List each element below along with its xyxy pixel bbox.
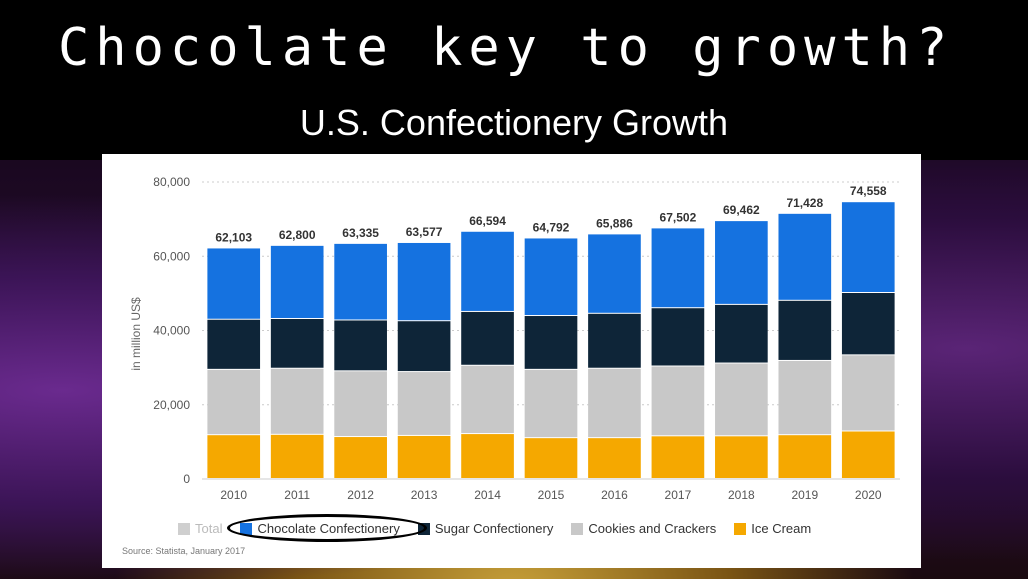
- bar-segment-cookies-and-crackers[interactable]: [524, 369, 578, 438]
- x-tick-label: 2015: [538, 488, 565, 502]
- bar-segment-cookies-and-crackers[interactable]: [778, 360, 832, 435]
- legend-label-sugar: Sugar Confectionery: [434, 521, 554, 536]
- y-tick-label: 40,000: [153, 324, 190, 338]
- bar-segment-cookies-and-crackers[interactable]: [270, 368, 324, 434]
- bar-total-label: 65,886: [596, 216, 633, 230]
- legend-label-total: Total: [195, 521, 223, 536]
- bar-segment-chocolate-confectionery[interactable]: [588, 234, 641, 313]
- bar-segment-chocolate-confectionery[interactable]: [461, 231, 514, 311]
- stacked-bar-chart: 0 20,000 40,000 60,000 80,000 62,103 2010 62,80…: [129, 175, 900, 502]
- bar-total-label: 66,594: [469, 214, 506, 228]
- legend-item-sugar[interactable]: Sugar Confectionery: [417, 521, 554, 536]
- x-tick-label: 2014: [474, 488, 501, 502]
- bar-total-label: 67,502: [660, 210, 697, 224]
- bar-segment-ice-cream[interactable]: [841, 431, 895, 478]
- x-tick-label: 2013: [411, 488, 438, 502]
- bar-segment-chocolate-confectionery[interactable]: [778, 213, 832, 300]
- x-tick-label: 2016: [601, 488, 628, 502]
- bar-segment-cookies-and-crackers[interactable]: [397, 372, 451, 435]
- bar-segment-ice-cream[interactable]: [651, 436, 705, 478]
- x-tick-label: 2019: [791, 488, 818, 502]
- bar-total-label: 62,800: [279, 228, 316, 242]
- y-tick-label: 60,000: [153, 249, 190, 263]
- bar-segment-ice-cream[interactable]: [778, 435, 832, 478]
- bar-segment-sugar-confectionery[interactable]: [588, 313, 641, 368]
- y-tick-label: 80,000: [153, 175, 190, 189]
- bar-segment-sugar-confectionery[interactable]: [397, 321, 451, 372]
- bar-segment-cookies-and-crackers[interactable]: [334, 371, 387, 437]
- bar-segment-cookies-and-crackers[interactable]: [715, 363, 768, 436]
- bar-segment-ice-cream[interactable]: [715, 436, 768, 478]
- legend-swatch-total: [178, 522, 190, 535]
- chart-source: Source: Statista, January 2017: [122, 546, 246, 556]
- legend-item-ice-cream[interactable]: Ice Cream: [734, 521, 811, 536]
- y-tick-label: 0: [183, 472, 190, 486]
- bar-segment-chocolate-confectionery[interactable]: [651, 228, 705, 308]
- bar-segment-cookies-and-crackers[interactable]: [588, 368, 641, 438]
- bar-total-label: 71,428: [786, 196, 823, 210]
- bar-segment-sugar-confectionery[interactable]: [207, 319, 261, 369]
- bar-segment-sugar-confectionery[interactable]: [334, 320, 387, 371]
- bar-segment-ice-cream[interactable]: [524, 438, 578, 478]
- bar-segment-ice-cream[interactable]: [397, 435, 451, 478]
- bar-segment-chocolate-confectionery[interactable]: [715, 221, 768, 304]
- bar-segment-cookies-and-crackers[interactable]: [461, 365, 514, 434]
- legend-swatch-cookies: [571, 522, 584, 535]
- legend-label-cookies: Cookies and Crackers: [588, 521, 717, 536]
- bar-segment-chocolate-confectionery[interactable]: [270, 245, 324, 318]
- bar-segment-ice-cream[interactable]: [334, 437, 387, 478]
- slide-subtitle: U.S. Confectionery Growth: [299, 102, 729, 143]
- x-tick-label: 2017: [665, 488, 692, 502]
- bar-total-label: 64,792: [533, 220, 570, 234]
- x-tick-label: 2018: [728, 488, 755, 502]
- bar-total-label: 74,558: [850, 184, 887, 198]
- bar-segment-sugar-confectionery[interactable]: [270, 318, 324, 368]
- x-tick-label: 2020: [855, 488, 882, 502]
- highlight-oval-annotation: [227, 514, 427, 542]
- bar-segment-chocolate-confectionery[interactable]: [841, 202, 895, 293]
- bar-total-label: 63,335: [342, 226, 379, 240]
- bar-segment-cookies-and-crackers[interactable]: [651, 366, 705, 436]
- y-tick-label: 20,000: [153, 398, 190, 412]
- x-tick-label: 2010: [220, 488, 247, 502]
- bar-segment-ice-cream[interactable]: [588, 438, 641, 478]
- bar-segment-ice-cream[interactable]: [461, 434, 514, 478]
- bar-segment-sugar-confectionery[interactable]: [461, 311, 514, 365]
- bar-segment-chocolate-confectionery[interactable]: [207, 248, 261, 319]
- x-tick-label: 2012: [347, 488, 374, 502]
- bar-segment-chocolate-confectionery[interactable]: [334, 243, 387, 320]
- bar-segment-sugar-confectionery[interactable]: [841, 293, 895, 355]
- bar-segment-sugar-confectionery[interactable]: [778, 300, 832, 360]
- bar-segment-cookies-and-crackers[interactable]: [841, 355, 895, 431]
- legend-item-total[interactable]: Total: [178, 521, 222, 536]
- bar-segment-sugar-confectionery[interactable]: [524, 316, 578, 369]
- bar-segment-ice-cream[interactable]: [270, 434, 324, 478]
- legend-item-cookies[interactable]: Cookies and Crackers: [571, 521, 716, 536]
- legend-label-ice-cream: Ice Cream: [751, 521, 812, 536]
- slide-title: Chocolate key to growth?: [58, 18, 954, 78]
- bar-segment-sugar-confectionery[interactable]: [651, 308, 705, 366]
- y-axis-label: in million US$: [129, 297, 143, 371]
- legend-swatch-ice-cream: [734, 522, 747, 535]
- bar-segment-chocolate-confectionery[interactable]: [397, 242, 451, 321]
- bar-segment-chocolate-confectionery[interactable]: [524, 238, 578, 316]
- bar-total-label: 63,577: [406, 225, 443, 239]
- bar-segment-sugar-confectionery[interactable]: [715, 304, 768, 363]
- bar-segment-cookies-and-crackers[interactable]: [207, 369, 261, 435]
- bar-total-label: 69,462: [723, 203, 760, 217]
- bar-total-label: 62,103: [215, 230, 252, 244]
- x-tick-label: 2011: [284, 488, 310, 502]
- bar-segment-ice-cream[interactable]: [207, 435, 261, 478]
- chart-panel: 0 20,000 40,000 60,000 80,000 62,103 2010 62,80…: [102, 154, 921, 568]
